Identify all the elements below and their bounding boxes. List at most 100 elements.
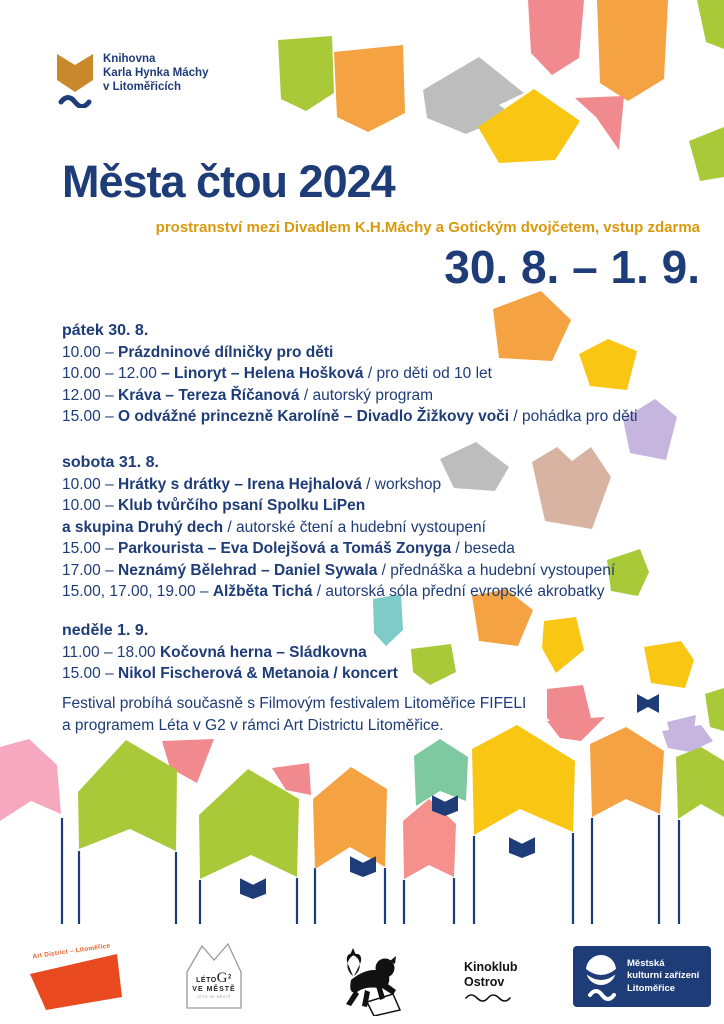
event-detail: 15.00 – [62,540,119,557]
decor-shape [597,0,668,101]
smile-face-icon [586,954,616,1001]
program-section: neděle 1. 9. 11.00 – 18.00 Kočovná herna … [62,620,662,685]
decor-shape [623,399,677,460]
book-icon [432,795,458,817]
decor-shape [676,747,724,819]
decor-shape [478,89,580,163]
leto-logo-line1: LÉTOG2 [185,970,243,987]
event-title: Kočovná herna – Sládkovna [159,643,367,661]
decor-shape [547,717,605,741]
kinoklub-ostrov-logo: Kinoklub Ostrov [464,960,517,1008]
wave-icon [465,994,511,1002]
date-range: 30. 8. – 1. 9. [444,241,700,294]
event-detail: 15.00, 17.00, 19.00 – [62,583,213,600]
program-line: 15.00, 17.00, 19.00 – Alžběta Tichá / au… [62,581,662,603]
decor-shape [697,0,724,49]
leto-g: G [216,970,229,986]
event-detail: 10.00 – 12.00 [62,365,162,382]
program-line: 11.00 – 18.00 Kočovná herna – Sládkovna [62,642,662,664]
program-line: 17.00 – Neznámý Bělehrad – Daniel Sywala… [62,560,662,582]
event-detail: / workshop [361,475,442,493]
decor-shape [705,688,724,731]
event-detail: 11.00 – 18.00 [62,643,160,661]
library-name-line1: Knihovna [103,53,156,65]
event-title: Prázdninové dílničky pro děti [118,343,334,361]
library-name: Knihovna Karla Hynka Máchy v Litoměřicíc… [103,52,208,94]
festival-note-line2: a programem Léta v G2 v rámci Art Distri… [62,716,444,734]
decor-shape [440,442,509,491]
event-detail: 15.00 – [62,408,119,425]
program-line: 10.00 – 12.00 – Linoryt – Helena Hošková… [62,363,662,385]
library-logo: Knihovna Karla Hynka Máchy v Litoměřicíc… [55,46,315,109]
event-title: O odvážné princezně Karolíně – Divadlo Ž… [118,408,510,425]
book-icon [240,878,266,900]
festival-note-line1: Festival probíhá současně s Filmovým fes… [62,695,527,712]
partner-logos-row: Art District – Litoměřice LÉTOG2 VE MĚST… [0,938,724,1018]
event-title: Nikol Fischerová & Metanoia / koncert [118,665,398,682]
day-header: sobota 31. 8. [62,454,159,471]
program-section: pátek 30. 8. 10.00 – Prázdninové dílničky… [62,320,662,428]
book-icon [509,837,535,859]
mkz-logo: Městská kulturní zařízení Litoměřice [573,946,711,1007]
kinoklub-line2: Ostrov [464,975,505,989]
leto-ve-meste-logo: LÉTOG2 VE MĚSTĚ LÉTO VE MĚSTĚ [185,942,245,1012]
decor-shape [590,727,664,817]
lion-emblem [318,942,420,1017]
event-detail: 10.00 – [62,343,119,361]
mkz-line2: kulturní zařízení [627,970,700,982]
leto-logo-text: LÉTOG2 VE MĚSTĚ LÉTO VE MĚSTĚ [185,970,243,999]
leto-logo-line2: VE MĚSTĚ [192,986,236,993]
decor-shape [411,644,456,685]
program-line: 12.00 – Kráva – Tereza Říčanová / autors… [62,385,662,407]
decor-shape [662,725,713,752]
program-line: 15.00 – Parkourista – Eva Dolejšová a To… [62,538,662,560]
event-detail: 10.00 – [62,497,119,514]
program-line: 15.00 – O odvážné princezně Karolíně – D… [62,406,662,428]
book-icon [350,856,376,878]
decor-shape [403,799,456,879]
program-line: a skupina Druhý dech / autorské čtení a … [62,517,662,539]
lion-icon [346,948,402,1017]
decor-shape [689,127,724,181]
event-detail: / autorská sóla přední evropské akrobatk… [312,583,605,600]
event-detail: / beseda [451,540,515,557]
decor-shape [472,589,533,646]
decor-shape [575,96,624,150]
leto-word: LÉTO [196,977,217,984]
event-title: Parkourista – Eva Dolejšová a Tomáš Zony… [118,540,452,557]
program-line: 15.00 – Nikol Fischerová & Metanoia / ko… [62,663,662,685]
mkz-line1: Městská [627,957,665,969]
event-title: a skupina Druhý dech [62,518,224,536]
decor-shape [472,725,575,835]
mkz-logo-text: Městská kulturní zařízení Litoměřice [627,958,699,996]
page-title: Města čtou 2024 [62,156,396,207]
event-title: Neznámý Bělehrad – Daniel Sywala [118,561,378,579]
event-detail: 10.00 – [62,475,119,493]
decor-shape [493,291,571,361]
decor-shape [78,740,177,851]
decor-shape [272,763,311,795]
event-title: – Linoryt – Helena Hošková [161,365,364,382]
decor-shape [313,767,387,869]
decor-shape [0,739,61,821]
decor-shape [644,641,694,688]
headline-block: Města čtou 2024 prostranství mezi Divadl… [62,158,700,294]
event-title: Klub tvůrčího psaní Spolku LiPen [118,497,366,514]
decor-shape [373,594,403,646]
event-detail: 12.00 – [62,386,119,404]
event-detail: 15.00 – [62,665,119,682]
decor-shape [542,617,584,673]
library-name-line3: v Litoměřicích [103,81,181,93]
leto-house-outline-icon [186,942,242,1009]
festival-note: Festival probíhá současně s Filmovým fes… [62,693,526,736]
program-line: 10.00 – Hrátky s drátky – Irena Hejhalov… [62,474,662,496]
event-detail: / pohádka pro děti [509,408,638,425]
event-detail: / autorské čtení a hudební vystoupení [223,518,486,536]
program-line: 10.00 – Prázdninové dílničky pro děti [62,342,662,364]
day-header: neděle 1. 9. [62,622,149,639]
decor-shape [334,45,405,132]
event-detail: / přednáška a hudební vystoupení [377,561,616,579]
decor-shape [199,769,299,879]
mkz-line3: Litoměřice [627,982,676,994]
decor-shape [278,36,334,111]
